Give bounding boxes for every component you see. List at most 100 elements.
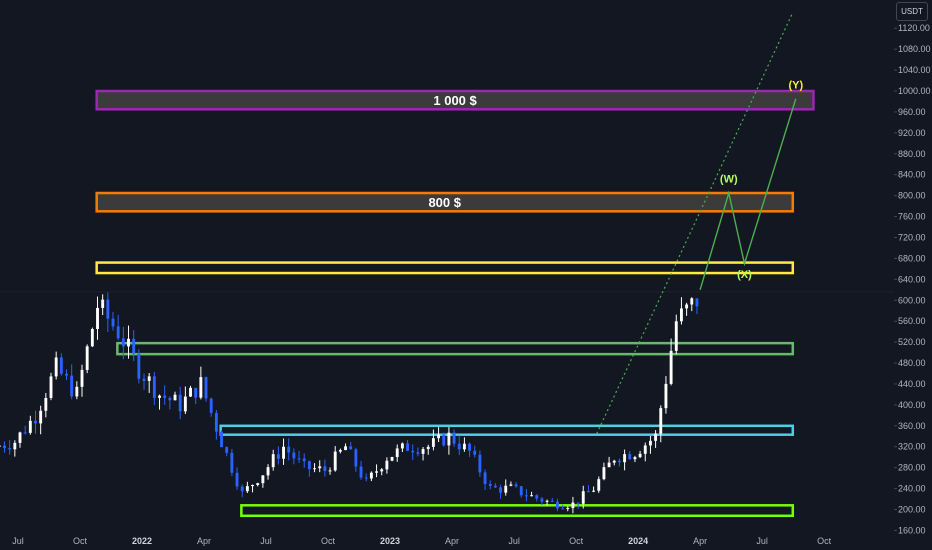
candle-body	[514, 484, 518, 487]
candle-body	[297, 458, 301, 460]
candle-body	[152, 376, 156, 398]
candle-body	[225, 447, 229, 453]
candle-body	[333, 451, 337, 471]
candle-body	[8, 448, 12, 450]
candles	[0, 292, 699, 514]
candle-body	[302, 458, 306, 462]
candle-body	[271, 454, 275, 468]
candle-body	[685, 304, 689, 309]
price-axis[interactable]: 160.00 200.00 240.00 280.00 320.00 360.00 400.…	[894, 0, 932, 550]
candle-body	[690, 298, 694, 305]
candle-body	[70, 375, 74, 397]
price-tick-label: 800.00	[898, 191, 926, 201]
zone-3	[116, 341, 795, 356]
candle-body	[163, 395, 167, 398]
time-axis[interactable]: Jul Oct 2022 Apr Jul Oct 2023 Apr Jul Oct 2024 Apr J…	[12, 536, 831, 546]
zone-1	[95, 191, 795, 213]
candle-body	[261, 475, 265, 484]
candle-body	[452, 432, 456, 444]
candle-body	[75, 386, 79, 397]
candle-body	[0, 445, 1, 447]
candle-body	[106, 299, 110, 319]
candle-body	[44, 398, 48, 411]
candle-body	[488, 483, 492, 486]
candle-body	[39, 410, 43, 424]
candle-body	[204, 377, 208, 399]
candle-body	[442, 434, 446, 446]
candle-body	[524, 495, 528, 497]
time-tick-label: 2023	[380, 536, 400, 546]
candle-body	[194, 387, 198, 398]
price-tick-label: 200.00	[898, 505, 926, 515]
candle-body	[323, 466, 327, 471]
candle-body	[535, 495, 539, 499]
candle-body	[669, 350, 673, 384]
candle-body	[457, 443, 461, 450]
candle-body	[354, 449, 358, 467]
candle-body	[473, 450, 477, 455]
candle-body	[307, 461, 311, 470]
price-tick-label: 1000.00	[898, 86, 931, 96]
price-tick-label: 760.00	[898, 212, 926, 222]
candle-body	[34, 420, 37, 424]
candle-body	[349, 446, 353, 450]
time-tick-label: Oct	[321, 536, 336, 546]
price-tick-label: 320.00	[898, 442, 926, 452]
price-tick-label: 440.00	[898, 379, 926, 389]
candle-body	[359, 466, 363, 478]
zone-2	[95, 261, 795, 275]
time-tick-label: Jul	[12, 536, 24, 546]
candle-body	[276, 454, 280, 459]
candle-body	[80, 369, 84, 387]
candle-body	[674, 321, 678, 351]
projection-path	[699, 98, 797, 290]
time-tick-label: Apr	[693, 536, 707, 546]
candle-body	[85, 346, 89, 370]
candle-body	[199, 377, 203, 398]
candle-body	[240, 486, 244, 492]
candle-body	[586, 491, 590, 493]
candle-body	[318, 466, 322, 469]
candle-body	[287, 446, 291, 453]
candle-body	[132, 338, 136, 354]
candle-body	[380, 469, 384, 472]
candle-body	[411, 450, 415, 453]
time-tick-label: 2022	[132, 536, 152, 546]
candle-body	[111, 318, 115, 327]
price-tick-label: 640.00	[898, 274, 926, 284]
candle-body	[390, 457, 394, 461]
candle-body	[555, 501, 559, 509]
price-tick-label: 400.00	[898, 400, 926, 410]
price-axis-bg	[894, 0, 932, 550]
candle-body	[23, 432, 27, 434]
candle-body	[49, 376, 53, 399]
price-tick-label: 160.00	[898, 525, 926, 535]
zone-4	[219, 424, 795, 436]
candle-body	[426, 446, 430, 450]
candle-body	[137, 353, 141, 379]
candle-body	[597, 479, 601, 491]
candle-body	[158, 395, 161, 398]
price-tick-label: 600.00	[898, 295, 926, 305]
candle-body	[251, 484, 254, 487]
candle-body	[127, 338, 130, 347]
candle-body	[566, 508, 570, 510]
candle-body	[375, 471, 378, 473]
wave-label: (W)	[720, 174, 738, 186]
candle-body	[96, 307, 99, 329]
currency-badge[interactable]: USDT	[896, 2, 928, 21]
price-tick-label: 1120.00	[898, 23, 930, 33]
price-tick-label: 960.00	[898, 107, 926, 117]
candle-body	[395, 448, 399, 458]
candle-body	[468, 443, 472, 451]
candle-body	[581, 491, 585, 504]
candle-body	[183, 396, 187, 412]
candle-body	[173, 394, 177, 401]
candle-body	[638, 453, 642, 458]
candle-body	[189, 387, 192, 397]
candle-body	[416, 452, 420, 454]
zone-label: 800 $	[428, 195, 461, 210]
candle-body	[220, 431, 223, 448]
candle-body	[612, 460, 616, 463]
